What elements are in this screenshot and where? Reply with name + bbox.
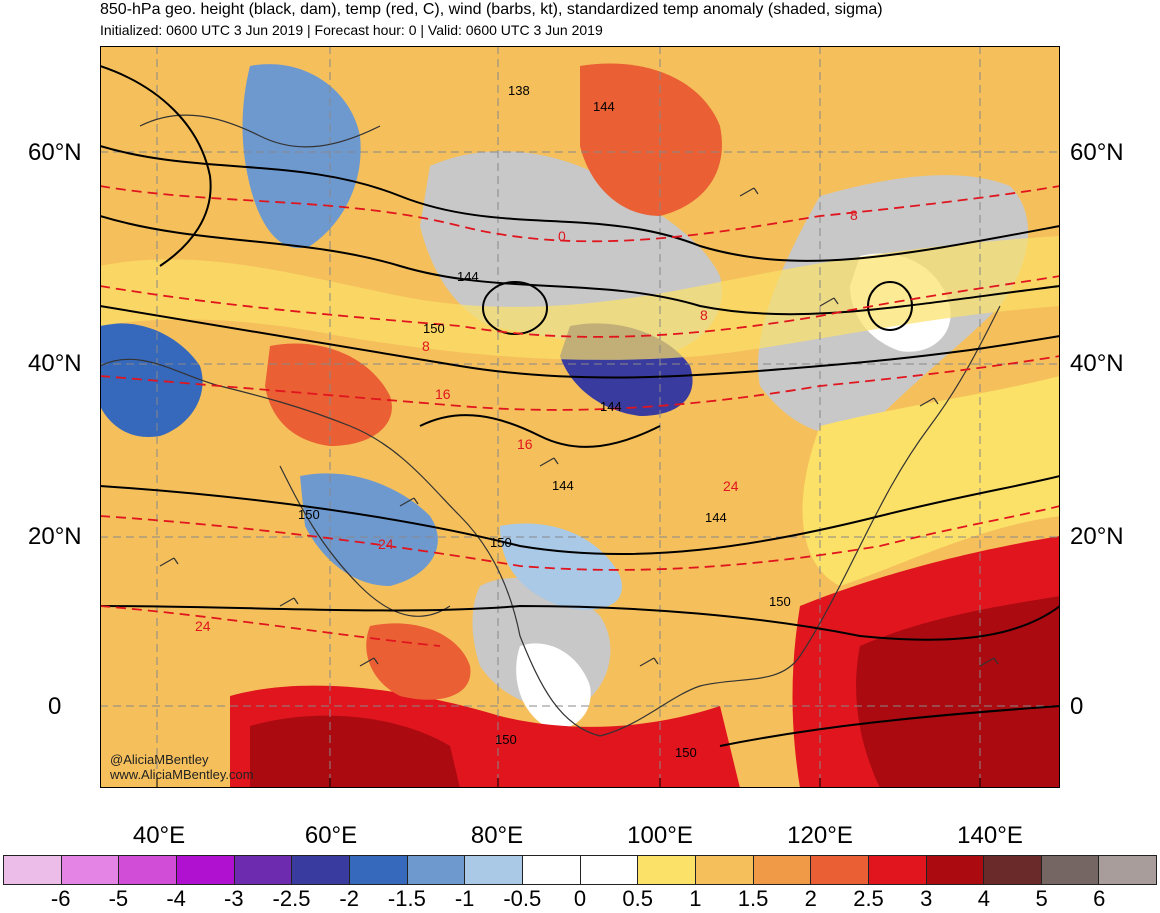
colorbar-label: -2.5 (272, 886, 311, 911)
map-frame (100, 46, 1060, 788)
watermark-url: www.AliciaMBentley.com (109, 767, 254, 782)
colorbar-box (61, 856, 120, 884)
temp-label: 8 (700, 307, 708, 323)
colorbar-label: 0.5 (622, 886, 653, 911)
colorbar-box (1041, 856, 1100, 884)
temperature-contours (100, 185, 1060, 647)
anomaly-region-blue-north (242, 64, 361, 248)
wind-barbs (159, 187, 999, 667)
height-label: 138 (508, 83, 530, 98)
graticule (100, 46, 1060, 788)
lat-label-left: 0 (48, 693, 62, 720)
lon-label: 120°E (787, 822, 853, 849)
colorbar-label: -3 (224, 886, 244, 911)
colorbar-box (753, 856, 812, 884)
lon-label: 100°E (627, 822, 693, 849)
anomaly-region-red-bay (366, 623, 471, 700)
height-label: 144 (600, 399, 622, 414)
lat-label-right: 0 (1070, 693, 1084, 720)
colorbar-label: 2.5 (853, 886, 884, 911)
lon-label: 60°E (304, 822, 358, 849)
colorbar-box (234, 856, 293, 884)
anomaly-region-darkred-indian-ocean (250, 715, 460, 788)
height-contours (100, 65, 1060, 747)
colorbar-box (638, 856, 696, 884)
lat-label-right: 20°N (1070, 523, 1124, 550)
colorbar-label: -2 (339, 886, 359, 911)
temperature-labels: 0 8 8 8 16 16 24 24 24 (195, 207, 858, 634)
watermark-handle: @AliciaMBentley (110, 752, 209, 767)
lat-label-right: 60°N (1070, 139, 1124, 166)
colorbar-box (984, 856, 1042, 884)
colorbar-box (580, 856, 639, 884)
lat-label-left: 60°N (28, 139, 82, 166)
coastlines (100, 114, 1001, 737)
colorbar-label: 6 (1093, 886, 1106, 911)
colorbar-box (868, 856, 927, 884)
lat-label-left: 40°N (28, 350, 82, 377)
chart-subtitle: Initialized: 0600 UTC 3 Jun 2019 | Forec… (100, 22, 603, 38)
colorbar-label: -1.5 (387, 886, 426, 911)
anomaly-region-blue-tibet (500, 523, 622, 610)
temp-label: 24 (195, 618, 211, 634)
height-label: 150 (769, 594, 791, 609)
colorbar-box (292, 856, 350, 884)
colorbar-label: 3 (920, 886, 933, 911)
colorbar-box (1099, 856, 1157, 884)
temp-label: 16 (435, 386, 451, 402)
colorbar-box (811, 856, 869, 884)
watermark: @AliciaMBentley www.AliciaMBentley.com (109, 752, 254, 782)
temp-label: 16 (517, 436, 533, 452)
height-label: 150 (298, 507, 320, 522)
colorbar-label: -4 (166, 886, 186, 911)
colorbar-box (349, 856, 408, 884)
height-labels: 138 144 144 150 144 144 150 150 144 150 … (298, 83, 791, 760)
temp-label: 8 (422, 338, 430, 354)
temp-label: 24 (723, 478, 739, 494)
anomaly-region-darkred-pacific (856, 596, 1060, 788)
height-label: 150 (490, 535, 512, 550)
map-ticks (156, 778, 981, 788)
anomaly-region-yellow-belt (100, 236, 1060, 360)
height-label: 144 (457, 269, 479, 284)
colorbar-box (4, 856, 62, 884)
map-panel: 138 144 144 150 144 144 150 150 144 150 … (100, 46, 1060, 788)
colorbar-label: -0.5 (503, 886, 542, 911)
temp-label: 0 (558, 228, 566, 244)
colorbar-box (695, 856, 754, 884)
height-label: 144 (552, 478, 574, 493)
height-label: 150 (675, 745, 697, 760)
colorbar-box (926, 856, 985, 884)
temp-label: 24 (378, 536, 394, 552)
colorbar-label: -1 (454, 886, 475, 911)
colorbar (3, 855, 1157, 885)
colorbar-label: 1.5 (737, 886, 769, 911)
anomaly-region-orange-northcentral (580, 63, 722, 216)
colorbar-label: -6 (50, 886, 71, 911)
colorbar-box (176, 856, 235, 884)
colorbar-label: -5 (108, 886, 129, 911)
lon-label: 140°E (957, 822, 1023, 849)
chart-title: 850-hPa geo. height (black, dam), temp (… (100, 1, 883, 18)
colorbar-label: 5 (1035, 886, 1048, 911)
colorbar-label: 4 (977, 886, 991, 911)
colorbar-box (407, 856, 466, 884)
anomaly-region-white-india (516, 643, 591, 729)
colorbar-label: 2 (804, 886, 817, 911)
colorbar-label: 1 (689, 886, 702, 911)
colorbar-box (465, 856, 523, 884)
colorbar-box (119, 856, 177, 884)
lat-label-left: 20°N (28, 523, 82, 550)
colorbar-box (522, 856, 581, 884)
colorbar-label: 0 (573, 886, 587, 911)
lat-label-right: 40°N (1070, 350, 1124, 377)
height-label: 150 (423, 321, 445, 336)
lon-label: 40°E (132, 822, 186, 849)
height-label: 144 (705, 510, 727, 525)
temp-label: 8 (850, 207, 858, 223)
lon-label: 80°E (470, 822, 524, 849)
height-label: 144 (593, 99, 615, 114)
height-label: 150 (495, 732, 517, 747)
